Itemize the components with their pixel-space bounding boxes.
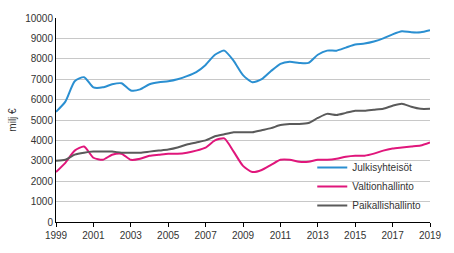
svg-text:1999: 1999 (45, 230, 68, 241)
svg-text:2017: 2017 (381, 230, 404, 241)
svg-text:4000: 4000 (31, 135, 54, 146)
svg-text:2005: 2005 (157, 230, 180, 241)
svg-text:5000: 5000 (31, 115, 54, 126)
svg-text:2001: 2001 (82, 230, 105, 241)
svg-text:10000: 10000 (25, 13, 53, 24)
svg-text:2000: 2000 (31, 176, 54, 187)
svg-text:8000: 8000 (31, 53, 54, 64)
svg-text:Paikallishallinto: Paikallishallinto (352, 200, 421, 211)
svg-text:2015: 2015 (344, 230, 367, 241)
svg-text:2009: 2009 (232, 230, 255, 241)
svg-text:Julkisyhteisöt: Julkisyhteisöt (352, 162, 412, 173)
svg-text:2019: 2019 (419, 230, 442, 241)
svg-text:1000: 1000 (31, 196, 54, 207)
svg-text:2003: 2003 (120, 230, 143, 241)
svg-text:6000: 6000 (31, 94, 54, 105)
svg-text:milj €: milj € (7, 108, 18, 132)
svg-text:9000: 9000 (31, 33, 54, 44)
svg-text:0: 0 (47, 217, 53, 228)
svg-text:2007: 2007 (194, 230, 217, 241)
svg-text:3000: 3000 (31, 155, 54, 166)
svg-text:2011: 2011 (270, 230, 292, 241)
svg-text:Valtionhallinto: Valtionhallinto (352, 181, 414, 192)
svg-text:7000: 7000 (31, 74, 54, 85)
svg-text:2013: 2013 (307, 230, 330, 241)
